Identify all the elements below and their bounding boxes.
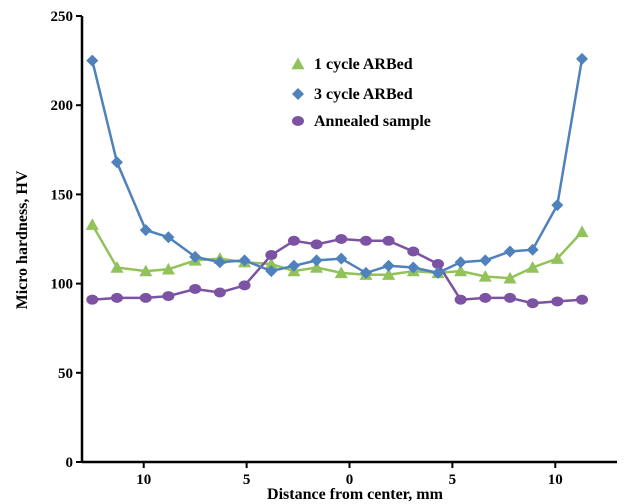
data-point-annealed-sample [86, 294, 99, 305]
data-point-annealed-sample [238, 280, 251, 291]
data-point-3-cycle-arbed [110, 156, 123, 169]
data-point-annealed-sample [359, 235, 372, 246]
data-point-1-cycle-arbed [264, 257, 278, 270]
data-point-1-cycle-arbed [110, 261, 124, 273]
data-point-annealed-sample [407, 246, 420, 257]
data-point-1-cycle-arbed [575, 225, 589, 238]
y-tick-label: 0 [66, 455, 74, 471]
data-point-3-cycle-arbed [189, 250, 202, 263]
data-point-1-cycle-arbed [478, 269, 492, 282]
data-point-3-cycle-arbed [454, 256, 467, 269]
data-point-3-cycle-arbed [162, 231, 175, 244]
x-tick-label: 5 [449, 472, 457, 488]
data-point-annealed-sample [382, 235, 395, 246]
data-point-annealed-sample [454, 294, 467, 305]
data-point-annealed-sample [526, 298, 539, 309]
data-point-annealed-sample [335, 234, 348, 244]
y-tick-label: 200 [51, 98, 74, 114]
data-point-annealed-sample [162, 291, 175, 302]
data-point-3-cycle-arbed [359, 266, 372, 279]
x-tick-label: 10 [136, 472, 151, 488]
data-point-3-cycle-arbed [479, 254, 492, 267]
data-point-annealed-sample [189, 283, 202, 294]
legend-marker-1-cycle-arbed [291, 57, 305, 70]
data-point-annealed-sample [479, 292, 492, 303]
data-point-3-cycle-arbed [382, 259, 395, 272]
data-point-1-cycle-arbed [454, 264, 468, 277]
data-point-3-cycle-arbed [310, 254, 323, 267]
data-point-3-cycle-arbed [86, 54, 99, 67]
legend-label-3-cycle-arbed: 3 cycle ARBed [314, 86, 413, 103]
data-point-3-cycle-arbed [265, 265, 278, 278]
data-point-3-cycle-arbed [576, 52, 589, 65]
x-tick-label: 0 [346, 472, 354, 488]
data-point-1-cycle-arbed [503, 271, 517, 284]
data-point-1-cycle-arbed [161, 262, 175, 275]
data-point-3-cycle-arbed [287, 259, 300, 272]
data-point-3-cycle-arbed [504, 245, 516, 258]
data-point-annealed-sample [310, 239, 323, 250]
x-axis-title: Distance from center, mm [267, 486, 444, 503]
data-point-3-cycle-arbed [551, 199, 564, 212]
data-point-1-cycle-arbed [85, 218, 99, 230]
data-point-3-cycle-arbed [335, 252, 348, 265]
data-point-annealed-sample [110, 292, 123, 303]
y-axis-title: Micro hardness, HV [14, 170, 31, 309]
data-point-3-cycle-arbed [431, 266, 444, 279]
legend-label-annealed-sample: Annealed sample [314, 113, 431, 130]
data-point-annealed-sample [213, 287, 226, 298]
data-point-annealed-sample [431, 258, 444, 269]
y-tick-label: 50 [58, 366, 73, 382]
data-point-1-cycle-arbed [550, 252, 564, 264]
data-point-3-cycle-arbed [213, 256, 226, 269]
y-tick-label: 250 [51, 9, 74, 25]
data-point-annealed-sample [287, 235, 300, 246]
legend-marker-3-cycle-arbed [292, 88, 304, 100]
data-point-3-cycle-arbed [407, 261, 420, 274]
data-point-3-cycle-arbed [238, 254, 251, 267]
x-tick-label: 5 [243, 472, 251, 488]
data-point-1-cycle-arbed [526, 261, 540, 273]
legend-label-1-cycle-arbed: 1 cycle ARBed [314, 56, 413, 73]
data-point-1-cycle-arbed [310, 261, 324, 273]
data-point-3-cycle-arbed [139, 224, 152, 237]
series-annealed-sample [86, 234, 589, 309]
series-3-cycle-arbed [86, 52, 589, 279]
data-point-annealed-sample [265, 250, 278, 261]
legend: 1 cycle ARBed 3 cycle ARBed Annealed sampl… [291, 56, 431, 130]
data-point-1-cycle-arbed [382, 268, 396, 280]
data-point-annealed-sample [504, 292, 516, 303]
data-point-annealed-sample [139, 292, 152, 303]
y-tick-label: 100 [51, 277, 74, 293]
legend-marker-annealed-sample [292, 116, 304, 126]
data-point-1-cycle-arbed [334, 266, 348, 279]
series-1-cycle-arbed [85, 218, 589, 284]
data-point-annealed-sample [551, 296, 564, 307]
data-point-annealed-sample [576, 294, 589, 305]
x-tick-label: 10 [548, 472, 563, 488]
y-tick-label: 150 [51, 187, 74, 203]
series-layer [85, 52, 589, 309]
data-point-3-cycle-arbed [526, 243, 539, 256]
data-point-1-cycle-arbed [139, 264, 153, 277]
